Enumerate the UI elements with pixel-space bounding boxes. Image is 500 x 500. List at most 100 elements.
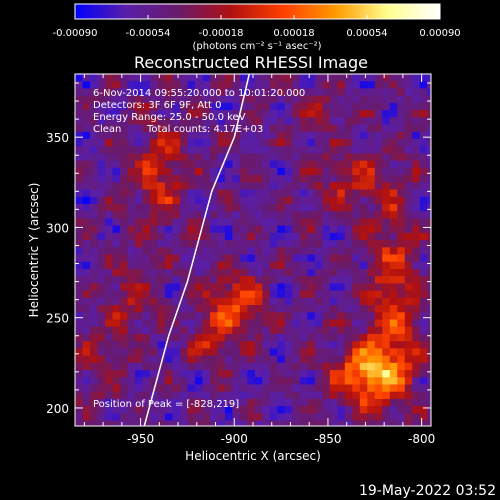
heatmap-cell xyxy=(254,232,263,241)
heatmap-cell xyxy=(157,247,166,256)
heatmap-cell xyxy=(82,384,91,393)
heatmap-cell xyxy=(389,211,398,220)
heatmap-cell xyxy=(262,182,271,191)
heatmap-cell xyxy=(397,283,406,292)
heatmap-cell xyxy=(352,153,361,162)
heatmap-cell xyxy=(104,110,114,118)
heatmap-cell xyxy=(127,268,136,277)
heatmap-cell xyxy=(179,326,189,335)
heatmap-cell xyxy=(337,254,346,263)
heatmap-cell xyxy=(389,290,398,299)
detectors-text: Detectors: 3F 6F 9F, Att 0 xyxy=(93,100,221,111)
heatmap-cell xyxy=(82,160,91,169)
heatmap-cell xyxy=(329,370,338,378)
heatmap-cell xyxy=(344,268,353,277)
heatmap-cell xyxy=(134,102,144,111)
heatmap-cell xyxy=(194,175,204,183)
heatmap-cell xyxy=(344,305,353,313)
heatmap-cell xyxy=(412,153,421,162)
heatmap-cell xyxy=(344,167,353,176)
heatmap-cell xyxy=(352,146,361,155)
heatmap-cell xyxy=(232,261,241,270)
heatmap-cell xyxy=(277,88,286,97)
heatmap-cell xyxy=(284,167,293,176)
heatmap-cell xyxy=(412,232,421,241)
heatmap-cell xyxy=(142,240,151,248)
heatmap-cell xyxy=(202,377,211,386)
heatmap-cell xyxy=(404,124,413,133)
heatmap-cell xyxy=(149,124,159,133)
heatmap-cell xyxy=(232,362,241,371)
heatmap-cell xyxy=(112,160,121,169)
heatmap-cell xyxy=(194,74,204,82)
heatmap-cell xyxy=(142,326,151,335)
heatmap-cell xyxy=(352,276,361,284)
heatmap-cell xyxy=(374,124,383,133)
heatmap-cell xyxy=(389,297,398,306)
heatmap-cell xyxy=(239,81,248,90)
heatmap-cell xyxy=(134,95,144,104)
heatmap-cell xyxy=(89,117,99,126)
heatmap-cell xyxy=(314,348,323,357)
heatmap-cell xyxy=(404,420,413,426)
heatmap-cell xyxy=(194,268,204,277)
heatmap-cell xyxy=(367,153,376,162)
heatmap-cell xyxy=(397,74,406,82)
heatmap-cell xyxy=(164,312,174,321)
heatmap-cell xyxy=(157,268,166,277)
heatmap-cell xyxy=(397,232,406,241)
heatmap-cell xyxy=(97,81,106,90)
heatmap-cell xyxy=(187,167,196,176)
heatmap-cell xyxy=(142,254,151,263)
heatmap-cell xyxy=(292,341,301,349)
heatmap-cell xyxy=(419,355,428,364)
heatmap-cell xyxy=(239,175,248,183)
heatmap-cell xyxy=(172,413,181,422)
heatmap-cell xyxy=(329,167,338,176)
heatmap-cell xyxy=(75,305,84,313)
heatmap-cell xyxy=(307,413,316,422)
heatmap-cell xyxy=(82,348,91,357)
heatmap-cell xyxy=(82,391,91,400)
heatmap-cell xyxy=(89,81,99,90)
heatmap-cell xyxy=(344,153,353,162)
heatmap-cell xyxy=(322,370,331,378)
heatmap-cell xyxy=(179,341,189,349)
heatmap-cell xyxy=(232,196,241,205)
heatmap-cell xyxy=(427,276,431,284)
heatmap-cell xyxy=(82,362,91,371)
heatmap-cell xyxy=(389,95,398,104)
heatmap-cell xyxy=(97,211,106,220)
heatmap-cell xyxy=(89,182,99,191)
heatmap-cell xyxy=(404,247,413,256)
heatmap-cell xyxy=(419,254,428,263)
heatmap-cell xyxy=(404,413,413,422)
heatmap-cell xyxy=(284,290,293,299)
heatmap-cell xyxy=(239,283,248,292)
heatmap-cell xyxy=(277,81,286,90)
heatmap-cell xyxy=(157,95,166,104)
heatmap-cell xyxy=(254,377,263,386)
heatmap-cell xyxy=(374,254,383,263)
heatmap-cell xyxy=(164,247,174,256)
heatmap-cell xyxy=(217,146,226,155)
heatmap-cell xyxy=(209,146,218,155)
heatmap-cell xyxy=(329,377,338,386)
heatmap-cell xyxy=(247,290,256,299)
heatmap-cell xyxy=(119,167,129,176)
heatmap-cell xyxy=(322,391,331,400)
colorbar-gradient xyxy=(74,3,441,20)
heatmap-cell xyxy=(329,420,338,426)
heatmap-cell xyxy=(142,377,151,386)
heatmap-cell xyxy=(112,355,121,364)
heatmap-cell xyxy=(134,326,144,335)
heatmap-cell xyxy=(284,341,293,349)
heatmap-cell xyxy=(75,218,84,227)
heatmap-cell xyxy=(75,131,84,140)
heatmap-cell xyxy=(322,74,331,82)
heatmap-cell xyxy=(232,240,241,248)
heatmap-cell xyxy=(367,74,376,82)
heatmap-cell xyxy=(382,341,391,349)
heatmap-cell xyxy=(164,196,174,205)
